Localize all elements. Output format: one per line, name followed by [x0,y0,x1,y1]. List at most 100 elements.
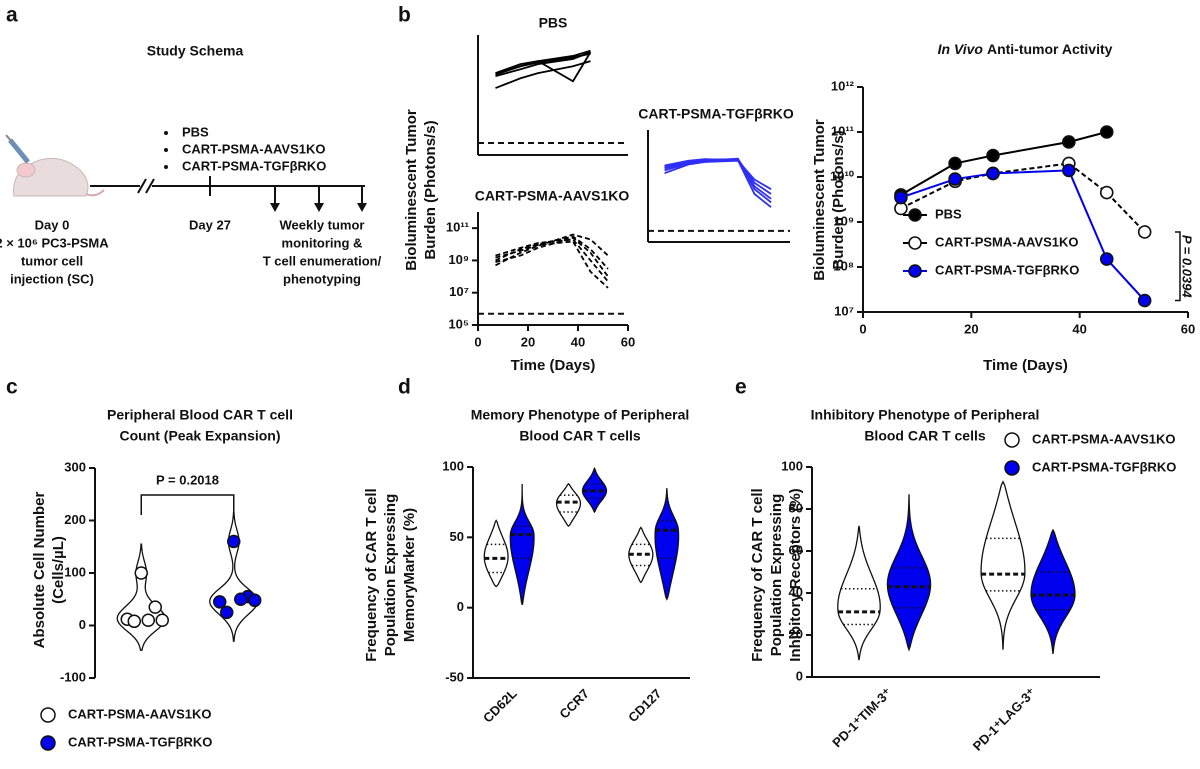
chart: CART-PSMA-AAVS1KO Bioluminescent Tumor Bur… [403,109,635,374]
y-axis-label: Burden (Photons/s) [422,120,439,259]
chart: CART-PSMA-TGFβRKO [638,106,794,243]
arrowheads [270,203,367,212]
p-value: P = 0.2018 [156,472,219,487]
y-tick-label: 10⁵ [448,316,469,331]
panel-label: c [6,376,18,399]
y-tick-label: 10⁹ [448,252,469,267]
group-item: CART-PSMA-AAVS1KO [182,141,326,156]
point [220,605,234,620]
panel-label: b [398,4,411,27]
chart: PBS [477,15,628,156]
x-tick-label: 20 [964,321,978,336]
chart-title: CART-PSMA-AAVS1KO [475,188,630,204]
series-line [495,60,591,89]
chart-title: CART-PSMA-TGFβRKO [638,106,794,122]
chart-title: Inhibitory Phenotype of Peripheral [811,407,1040,423]
chart: Memory Phenotype of Peripheral Blood CAR … [363,407,690,726]
series-line [495,51,591,77]
y-tick-label: 100 [64,564,86,579]
x-tick-label: 60 [621,334,635,349]
legend-label: PBS [935,206,962,221]
day-label: Day 0 [35,217,70,232]
timeline [90,176,365,205]
y-tick-label: 100 [781,458,803,473]
x-tick-label: CD62L [480,686,520,726]
y-tick-label: 20 [789,626,803,641]
y-tick-label: 10⁹ [833,213,854,228]
x-tick-label: 40 [571,334,585,349]
legend-marker [908,236,922,250]
chart-title: In Vivo Anti-tumor Activity [938,41,1113,57]
violin [116,543,166,651]
y-axis-label: Burden (Photons/s) [830,130,847,269]
bullet [164,165,168,169]
schema-note: monitoring & [282,235,363,250]
y-tick-label: 10¹⁰ [830,168,855,183]
mouse-icon [5,134,105,197]
series-line [900,162,1146,233]
y-tick-label: 10¹¹ [831,123,854,138]
significance-bracket [140,494,235,515]
violin [483,519,509,588]
day-label: Day 27 [189,217,231,232]
chart-title: Blood CAR T cells [864,428,986,444]
legend-label: CART-PSMA-AAVS1KO [1032,431,1176,446]
chart: Peripheral Blood CAR T cell Count (Peak E… [31,407,293,751]
point [234,592,248,606]
series-line [495,236,609,278]
y-tick-label: 10¹¹ [446,220,469,235]
x-tick-label: CCR7 [556,686,592,722]
schema-note: phenotyping [283,271,361,286]
schema-note: tumor cell [21,253,83,268]
violin [509,483,535,606]
point [248,593,262,608]
p-value: P = 0.0394 [1180,235,1195,299]
schema-note: T cell enumeration/ [263,253,382,268]
x-tick-label: 0 [859,321,866,336]
marker [1062,135,1076,149]
marker [1137,293,1152,308]
x-tick-label: CD127 [625,686,664,725]
series-line [495,238,609,283]
y-tick-label: 10⁷ [834,303,854,318]
legend-label: CART-PSMA-AAVS1KO [935,234,1079,249]
legend-label: CART-PSMA-AAVS1KO [68,706,212,721]
marker [948,156,962,171]
marker [986,166,1000,181]
point [213,595,227,609]
y-axis-label: Absolute Cell Number [31,491,48,648]
legend-marker [1004,432,1020,448]
schema-note: 2 × 10⁶ PC3-PSMA [0,235,109,250]
x-tick-label: 40 [1072,321,1086,336]
y-axis-label: Bioluminescent Tumor [811,119,828,281]
y-tick-label: 60 [789,542,803,557]
chart-title: Memory Phenotype of Peripheral [471,407,690,423]
y-axis-label: Frequency of CAR T cell [749,488,766,661]
y-axis-label: Inhibitory Receptors (%) [787,488,804,661]
violin [654,488,680,601]
y-tick-label: 10⁸ [833,258,854,273]
y-axis-label: (Cells/µL) [50,536,67,604]
bullet [164,148,168,152]
y-tick-label: -50 [445,669,464,684]
title-italic: In Vivo [938,41,984,57]
x-axis-label: Time (Days) [983,357,1068,374]
y-tick-label: 0 [79,617,86,632]
y-tick-label: -100 [60,669,86,684]
panel-label: e [735,376,747,399]
violin [555,482,582,527]
group-item: PBS [182,124,209,139]
series-line [495,235,609,270]
x-tick-label: 20 [521,334,535,349]
panel-label: a [6,4,18,27]
significance-bracket [1175,231,1181,302]
y-tick-label: 0 [457,599,464,614]
legend-label: CART-PSMA-TGFβRKO [935,262,1079,277]
chart-title: Blood CAR T cells [519,428,641,444]
y-axis-label: Population Expressing [768,494,785,657]
y-tick-label: 10¹² [831,78,855,93]
marker [894,190,908,205]
marker [948,172,962,186]
violin [209,511,259,642]
